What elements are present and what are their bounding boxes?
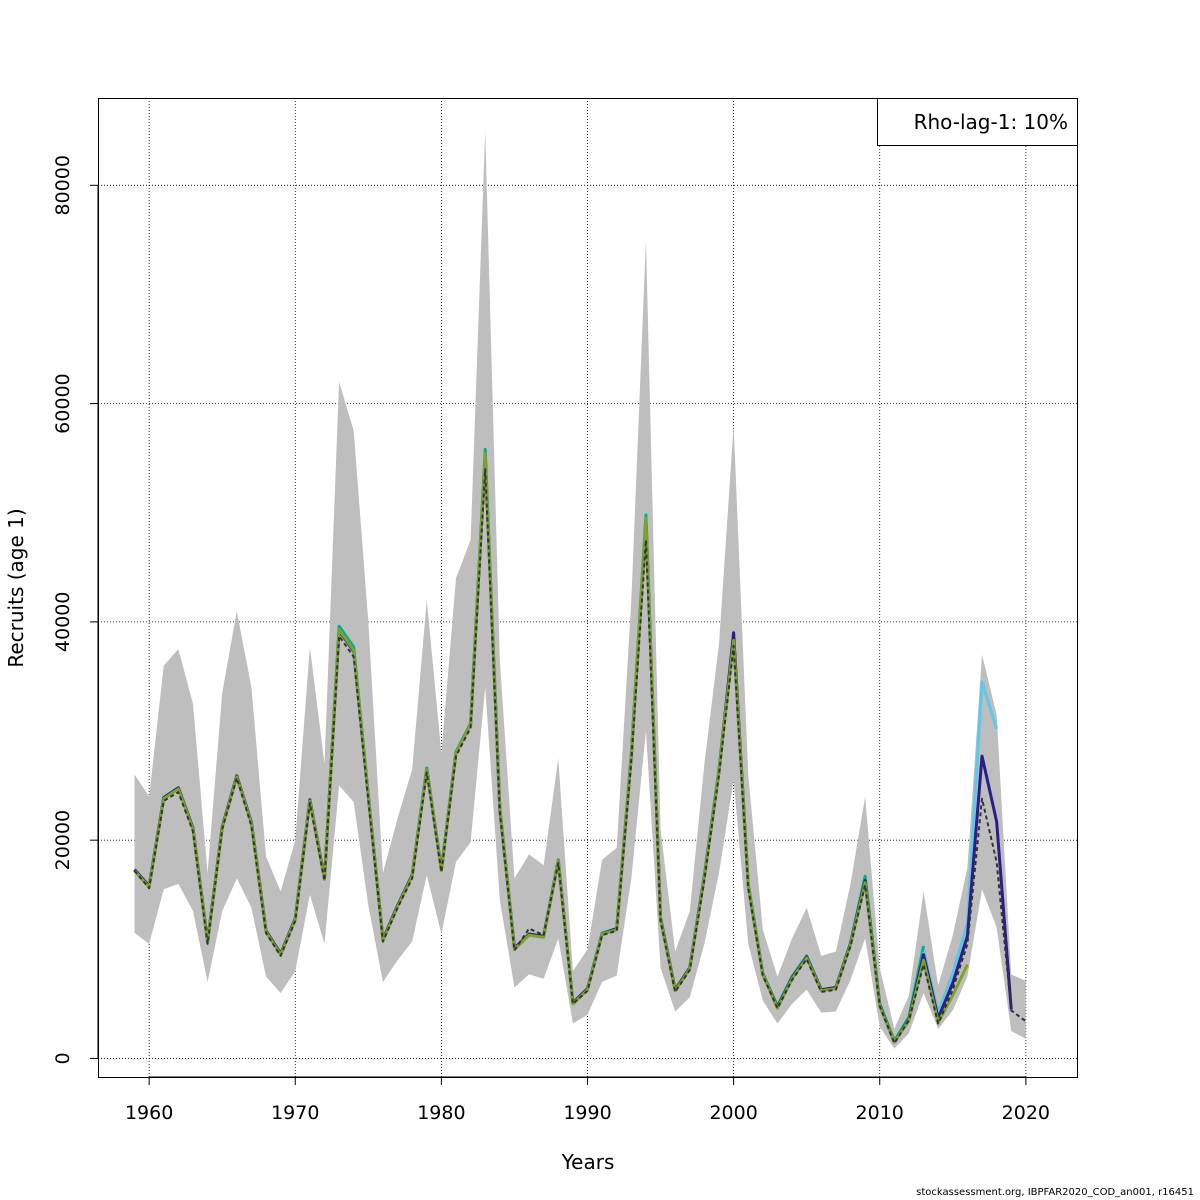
confidence-band [134, 130, 1026, 1049]
legend: Rho-lag-1: 10% [877, 98, 1078, 146]
grid-lines [98, 98, 1077, 1077]
x-axis: 1960 1970 1980 1990 2000 2010 2020 [125, 1076, 1050, 1124]
x-tick-label: 2000 [709, 1102, 757, 1124]
series-line-6 [133, 468, 1027, 1045]
series-lines [133, 447, 1027, 1045]
y-axis: 0 20000 40000 60000 80000 [52, 155, 99, 1064]
x-tick-label: 2020 [1002, 1102, 1050, 1124]
x-tick-label: 1980 [417, 1102, 465, 1124]
confidence-band-area [134, 130, 1026, 1049]
y-tick-label: 0 [52, 1052, 74, 1064]
x-tick-label: 1970 [271, 1102, 319, 1124]
plot-frame [98, 98, 1078, 1078]
footer-credit: stockassessment.org, IBPFAR2020_COD_an00… [916, 1187, 1194, 1198]
legend-box [877, 98, 1078, 146]
x-tick-label: 2010 [856, 1102, 904, 1124]
x-tick-label: 1990 [563, 1102, 611, 1124]
legend-text: Rho-lag-1: 10% [914, 110, 1068, 134]
y-tick-label: 80000 [52, 155, 74, 215]
y-axis-title: Recruits (age 1) [4, 508, 28, 667]
y-tick-label: 60000 [52, 373, 74, 433]
y-tick-label: 20000 [52, 810, 74, 870]
x-tick-label: 1960 [125, 1102, 173, 1124]
y-tick-label: 40000 [52, 592, 74, 652]
x-axis-title: Years [561, 1150, 615, 1174]
